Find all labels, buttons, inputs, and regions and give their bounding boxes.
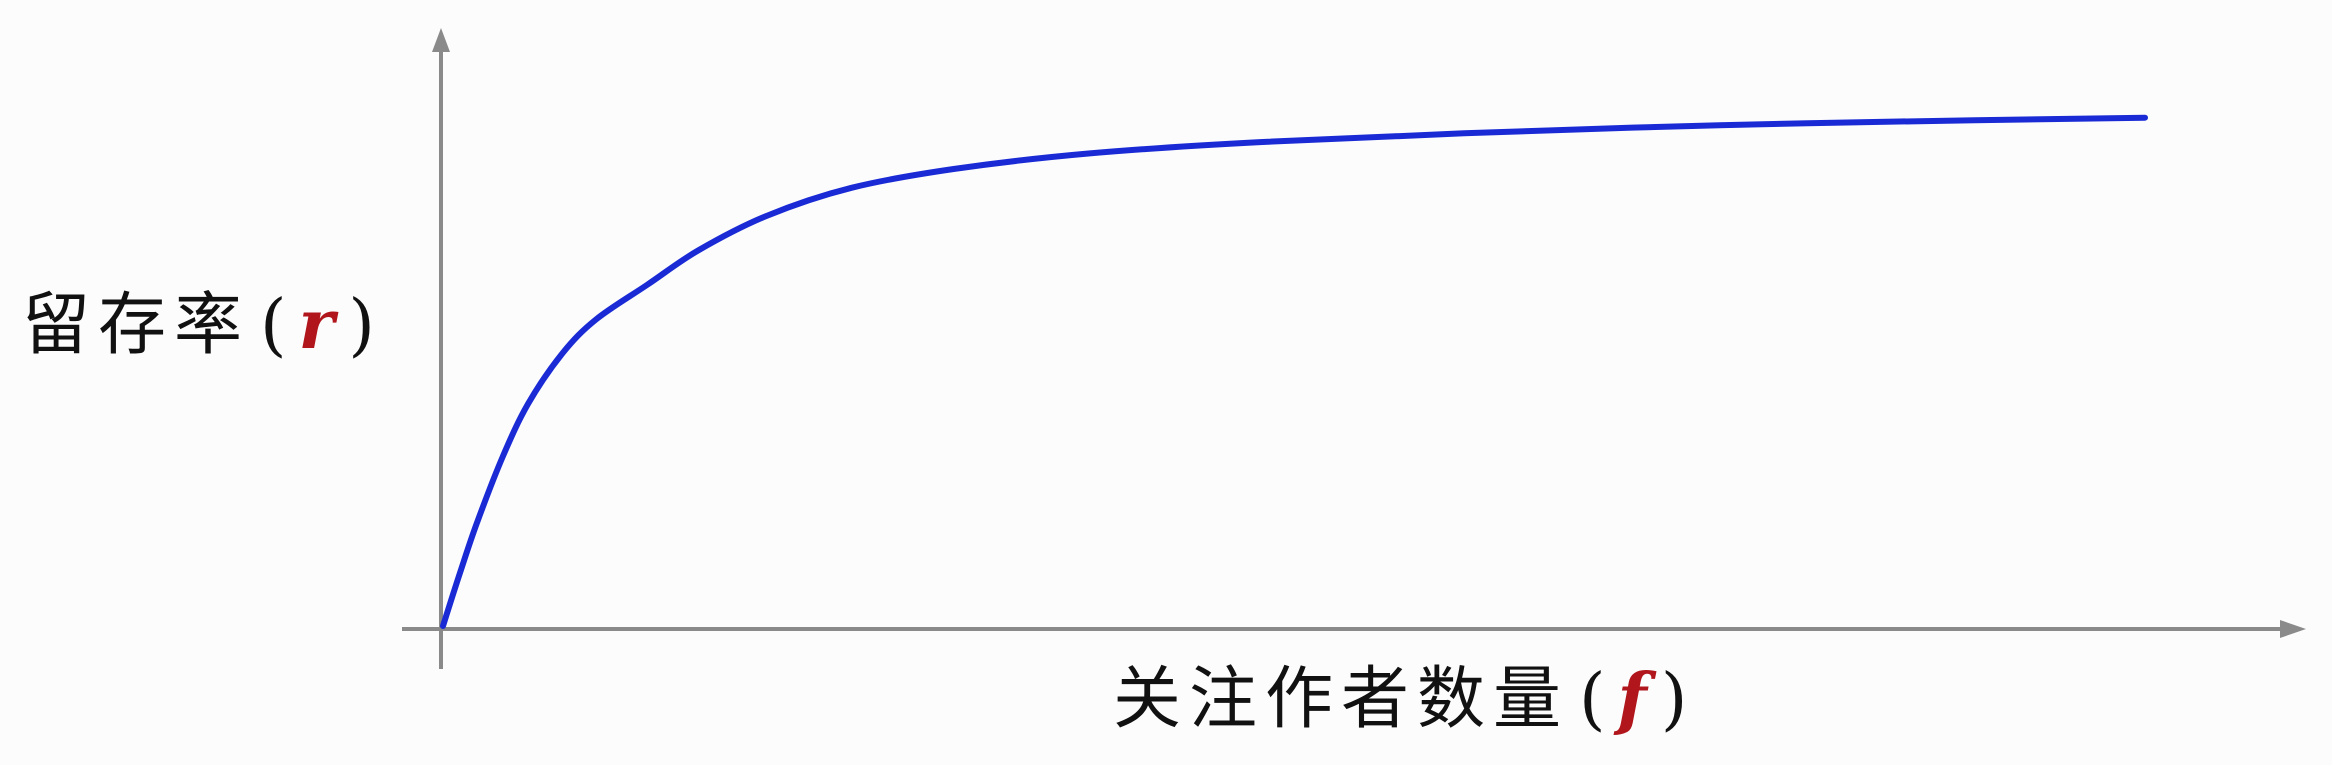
x-axis-label: 关注作者数量 (f) xyxy=(1113,659,1695,739)
x-axis-label-symbol: f xyxy=(1614,659,1657,739)
x-axis-label-close-paren: ) xyxy=(1661,660,1696,739)
y-axis-label: 留存率 (r) xyxy=(22,285,383,365)
x-axis-arrow xyxy=(2280,620,2306,638)
x-axis xyxy=(402,620,2306,638)
y-axis-label-text: 留存率 xyxy=(22,286,250,365)
y-axis-label-symbol: r xyxy=(299,285,343,365)
x-axis-label-text: 关注作者数量 xyxy=(1113,660,1569,739)
y-axis-label-close-paren: ) xyxy=(348,286,383,365)
y-axis xyxy=(432,28,450,669)
x-axis-label-open-paren: ( xyxy=(1579,660,1614,739)
y-axis-label-open-paren: ( xyxy=(260,286,295,365)
series-line xyxy=(440,114,2148,629)
y-axis-arrow xyxy=(432,28,450,52)
